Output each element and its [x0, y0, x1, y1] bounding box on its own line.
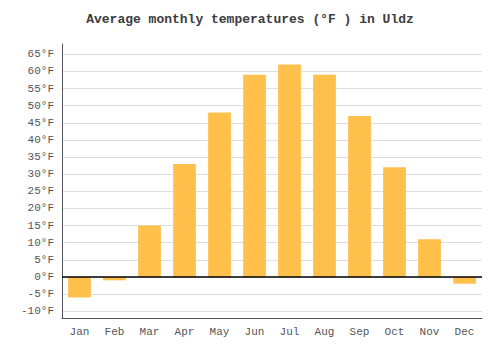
svg-text:Feb: Feb	[105, 326, 125, 338]
svg-text:Jan: Jan	[70, 326, 90, 338]
svg-text:Jun: Jun	[245, 326, 265, 338]
svg-text:Jul: Jul	[280, 326, 300, 338]
svg-text:Oct: Oct	[385, 326, 405, 338]
svg-text:0°F: 0°F	[34, 271, 54, 283]
svg-text:Mar: Mar	[140, 326, 160, 338]
svg-text:10°F: 10°F	[28, 237, 54, 249]
svg-text:45°F: 45°F	[28, 117, 54, 129]
svg-text:55°F: 55°F	[28, 83, 54, 95]
svg-text:35°F: 35°F	[28, 151, 54, 163]
svg-text:May: May	[210, 326, 230, 338]
svg-text:50°F: 50°F	[28, 100, 54, 112]
svg-text:65°F: 65°F	[28, 48, 54, 60]
svg-text:Dec: Dec	[455, 326, 475, 338]
svg-text:20°F: 20°F	[28, 202, 54, 214]
svg-text:Aug: Aug	[315, 326, 335, 338]
svg-text:Sep: Sep	[350, 326, 370, 338]
svg-text:25°F: 25°F	[28, 185, 54, 197]
svg-text:Apr: Apr	[175, 326, 195, 338]
svg-text:Average monthly temperatures (: Average monthly temperatures (°F ) in Ul…	[86, 12, 414, 27]
svg-text:40°F: 40°F	[28, 134, 54, 146]
svg-text:-10°F: -10°F	[21, 305, 54, 317]
svg-text:60°F: 60°F	[28, 65, 54, 77]
svg-text:15°F: 15°F	[28, 220, 54, 232]
svg-text:30°F: 30°F	[28, 168, 54, 180]
svg-text:Nov: Nov	[420, 326, 440, 338]
svg-text:-5°F: -5°F	[28, 288, 54, 300]
svg-text:5°F: 5°F	[34, 254, 54, 266]
